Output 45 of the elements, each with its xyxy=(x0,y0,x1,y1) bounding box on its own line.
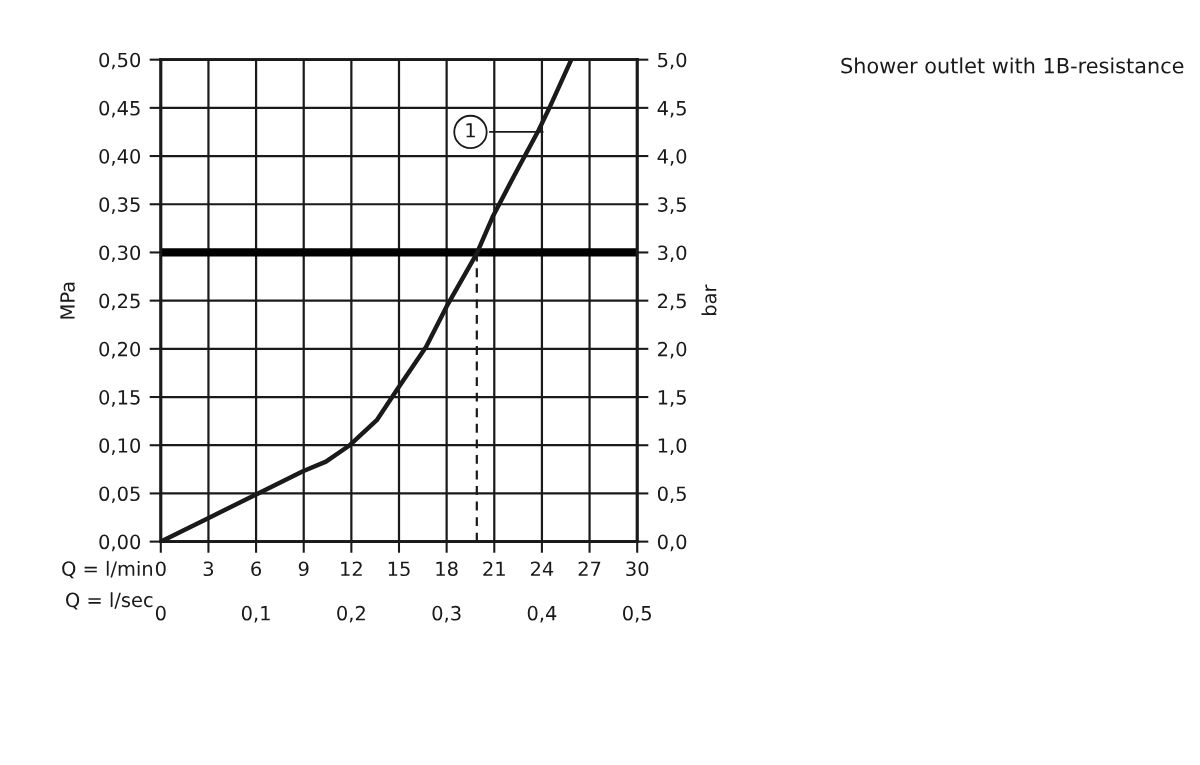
y2-tick-label: 0,0 xyxy=(657,534,687,552)
y2-tick-label: 5,0 xyxy=(658,52,687,70)
y-tick-label: 0,50 xyxy=(99,52,141,70)
text: Shower outlet with 1B-resistance xyxy=(841,57,1184,74)
x2-tick-label: 0,1 xyxy=(241,605,270,623)
x2-tick-label: 0,4 xyxy=(527,605,557,623)
x-tick-label: 30 xyxy=(626,561,649,577)
x2-tick-label: 0 xyxy=(155,605,166,621)
y2-tick-label: 2,5 xyxy=(658,293,686,311)
y2-tick-label: 2,0 xyxy=(658,341,687,359)
y2-tick-label: 3,0 xyxy=(658,245,687,263)
x-axis-title: Q = l/min xyxy=(62,560,153,579)
x-tick-label: 6 xyxy=(251,561,262,577)
x2-tick-label: 0,2 xyxy=(337,605,365,623)
y-tick-label: 0,30 xyxy=(99,245,141,263)
x-tick-label: 9 xyxy=(298,561,309,577)
y2-tick-label: 1,0 xyxy=(658,438,687,455)
y-tick-label: 0,10 xyxy=(99,438,141,455)
x-tick-label: 27 xyxy=(578,561,601,576)
x2-tick-label: 0,5 xyxy=(623,605,651,623)
x2-tick-label: 0,3 xyxy=(432,605,461,623)
y-tick-label: 0,40 xyxy=(99,149,141,166)
y2-tick-label: 3,5 xyxy=(658,197,686,214)
x-tick-label: 3 xyxy=(203,561,214,577)
y-axis-title: MPa xyxy=(60,282,75,319)
y2-tick-label: 0,5 xyxy=(657,486,686,504)
x-tick-label: 15 xyxy=(388,561,410,577)
y-tick-label: 0,00 xyxy=(99,534,141,552)
y-tick-label: 0,45 xyxy=(99,100,140,118)
x-tick-label: 18 xyxy=(436,561,458,577)
y-tick-label: 0,05 xyxy=(99,486,140,504)
x-tick-label: 0 xyxy=(155,561,166,577)
x-tick-label: 24 xyxy=(530,561,554,576)
y2-tick-label: 4,5 xyxy=(657,101,686,118)
y2-tick-label: 4,0 xyxy=(657,149,687,166)
y-tick-label: 0,35 xyxy=(99,197,140,214)
x-tick-label: 21 xyxy=(483,561,505,576)
y-tick-label: 0,15 xyxy=(99,389,140,407)
x2-axis-title: Q = l/sec xyxy=(66,592,153,610)
y-tick-label: 0,20 xyxy=(99,341,141,359)
y2-axis-title: bar xyxy=(701,284,717,316)
y-tick-label: 0,25 xyxy=(99,293,140,311)
x-tick-label: 12 xyxy=(341,561,362,576)
annotation: 1 xyxy=(466,123,475,138)
y2-tick-label: 1,5 xyxy=(658,390,686,407)
